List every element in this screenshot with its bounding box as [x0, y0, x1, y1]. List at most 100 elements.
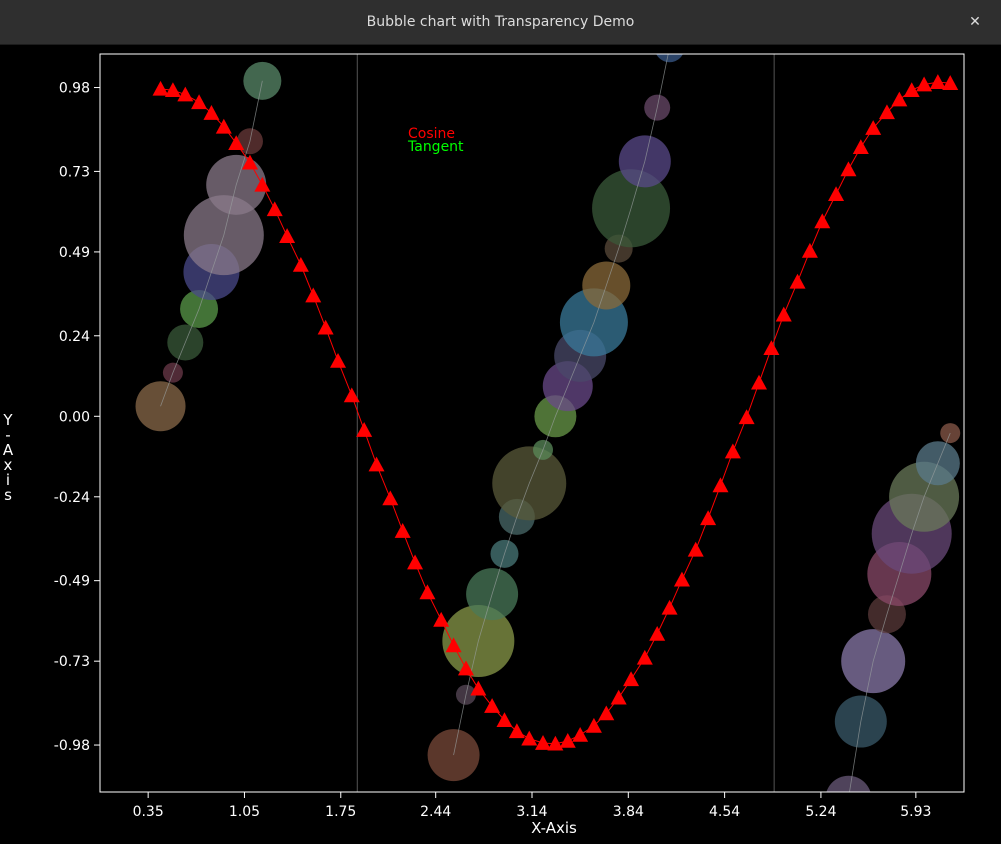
- x-tick-label-1: 1.05: [229, 804, 260, 820]
- y-axis-label-char-4: i: [6, 471, 10, 489]
- cosine-point-52: [814, 213, 831, 229]
- cosine-point-21: [419, 584, 436, 600]
- window-title: Bubble chart with Transparency Demo: [366, 14, 635, 30]
- x-tick-label-2: 1.75: [325, 804, 356, 820]
- cosine-point-4: [203, 105, 220, 120]
- vertical-markers: [356, 54, 775, 792]
- cosine-point-7: [241, 154, 258, 170]
- cosine-point-11: [292, 257, 309, 272]
- y-tick-label-5: -0.24: [54, 490, 90, 506]
- y-axis-label-char-0: Y: [2, 411, 13, 429]
- y-tick-label-2: 0.49: [59, 245, 90, 261]
- cosine-point-1: [164, 82, 181, 98]
- cosine-point-3: [191, 94, 208, 110]
- cosine-point-33: [572, 726, 589, 742]
- x-tick-label-3: 2.44: [420, 804, 451, 820]
- y-tick-label-4: 0.00: [59, 409, 90, 425]
- cosine-point-44: [712, 477, 729, 493]
- cosine-point-6: [228, 135, 245, 151]
- y-tick-label-1: 0.73: [59, 164, 90, 180]
- cosine-point-38: [636, 649, 653, 665]
- cosine-point-59: [903, 82, 920, 98]
- cosine-point-35: [598, 705, 615, 721]
- cosine-point-39: [649, 626, 666, 641]
- cosine-point-12: [305, 287, 322, 303]
- cosine-point-58: [891, 91, 908, 107]
- cosine-point-9: [266, 201, 283, 217]
- cosine-point-53: [828, 186, 845, 202]
- cosine-point-15: [343, 387, 360, 403]
- y-tick-label-8: -0.98: [54, 738, 90, 754]
- x-tick-label-7: 5.24: [805, 804, 836, 820]
- y-axis-label-char-1: -: [5, 426, 10, 444]
- bubble-chart: 0.35 1.05 1.75 2.44 3.14 3.84 4.54 5.24 5.93 0.9…: [2, 53, 965, 837]
- cosine-point-22: [433, 611, 450, 627]
- window-titlebar: Bubble chart with Transparency Demo ✕: [0, 0, 1001, 45]
- x-tick-label-0: 0.35: [133, 804, 164, 820]
- y-tick-label-7: -0.73: [54, 654, 90, 670]
- cosine-point-14: [330, 352, 347, 368]
- cosine-point-26: [484, 698, 501, 713]
- cosine-point-55: [852, 139, 869, 155]
- cosine-point-62: [942, 75, 959, 90]
- cosine-point-57: [878, 104, 895, 120]
- y-tick-label-6: -0.49: [54, 574, 90, 590]
- cosine-point-25: [470, 680, 487, 696]
- cosine-point-30: [535, 735, 552, 750]
- tangent-bubble-27: [826, 775, 871, 792]
- cosine-point-10: [279, 228, 296, 243]
- y-axis-label-char-5: s: [4, 486, 12, 504]
- cosine-point-16: [356, 422, 373, 437]
- cosine-point-24: [457, 660, 474, 676]
- cosine-point-48: [763, 340, 780, 355]
- x-tick-label-4: 3.14: [516, 804, 547, 820]
- cosine-point-17: [368, 456, 385, 472]
- y-axis-label-char-2: A: [3, 441, 14, 459]
- y-axis-ticks: 0.98 0.73 0.49 0.24 0.00 -0.24 -0.49 -0.73 -0.98: [54, 81, 100, 754]
- cosine-point-45: [724, 443, 741, 459]
- cosine-point-5: [215, 118, 232, 134]
- close-icon[interactable]: ✕: [969, 14, 981, 30]
- cosine-point-8: [254, 176, 271, 192]
- cosine-point-19: [394, 523, 411, 538]
- cosine-point-54: [840, 161, 857, 177]
- y-axis-label-char-3: x: [4, 456, 13, 474]
- x-tick-label-6: 4.54: [709, 804, 740, 820]
- cosine-point-32: [559, 733, 576, 748]
- cosine-point-0: [152, 80, 169, 96]
- cosine-point-51: [801, 242, 818, 258]
- tangent-bubble-26: [656, 54, 683, 63]
- cosine-point-36: [610, 689, 627, 705]
- tangent-line-2: [849, 432, 951, 792]
- legend-entry-cosine: Cosine: [408, 126, 455, 142]
- cosine-series: [152, 74, 959, 751]
- y-axis-label: Y-Axis: [2, 411, 13, 504]
- tangent-bubbles: [135, 54, 961, 792]
- cosine-point-20: [407, 554, 424, 570]
- cosine-point-31: [547, 735, 564, 751]
- x-axis-label: X-Axis: [531, 819, 577, 837]
- x-tick-label-8: 5.93: [900, 804, 931, 820]
- cosine-point-60: [916, 76, 933, 92]
- cosine-point-50: [789, 273, 806, 289]
- cosine-point-27: [496, 712, 513, 728]
- x-axis-ticks: 0.35 1.05 1.75 2.44 3.14 3.84 4.54 5.24 5.93: [133, 792, 931, 820]
- cosine-point-47: [751, 374, 768, 390]
- cosine-point-28: [508, 723, 525, 739]
- cosine-point-56: [865, 120, 882, 135]
- cosine-point-29: [521, 730, 538, 746]
- cosine-point-61: [929, 74, 946, 89]
- cosine-point-23: [445, 637, 462, 653]
- cosine-point-46: [738, 409, 755, 425]
- cosine-point-41: [673, 571, 690, 587]
- cosine-point-40: [661, 599, 678, 615]
- cosine-point-49: [775, 306, 792, 322]
- y-tick-label-3: 0.24: [59, 329, 90, 345]
- cosine-point-42: [687, 541, 704, 557]
- cosine-point-13: [317, 319, 334, 335]
- cosine-point-43: [700, 510, 717, 526]
- cosine-point-18: [382, 490, 399, 506]
- cosine-point-2: [177, 86, 194, 102]
- y-tick-label-0: 0.98: [59, 81, 90, 97]
